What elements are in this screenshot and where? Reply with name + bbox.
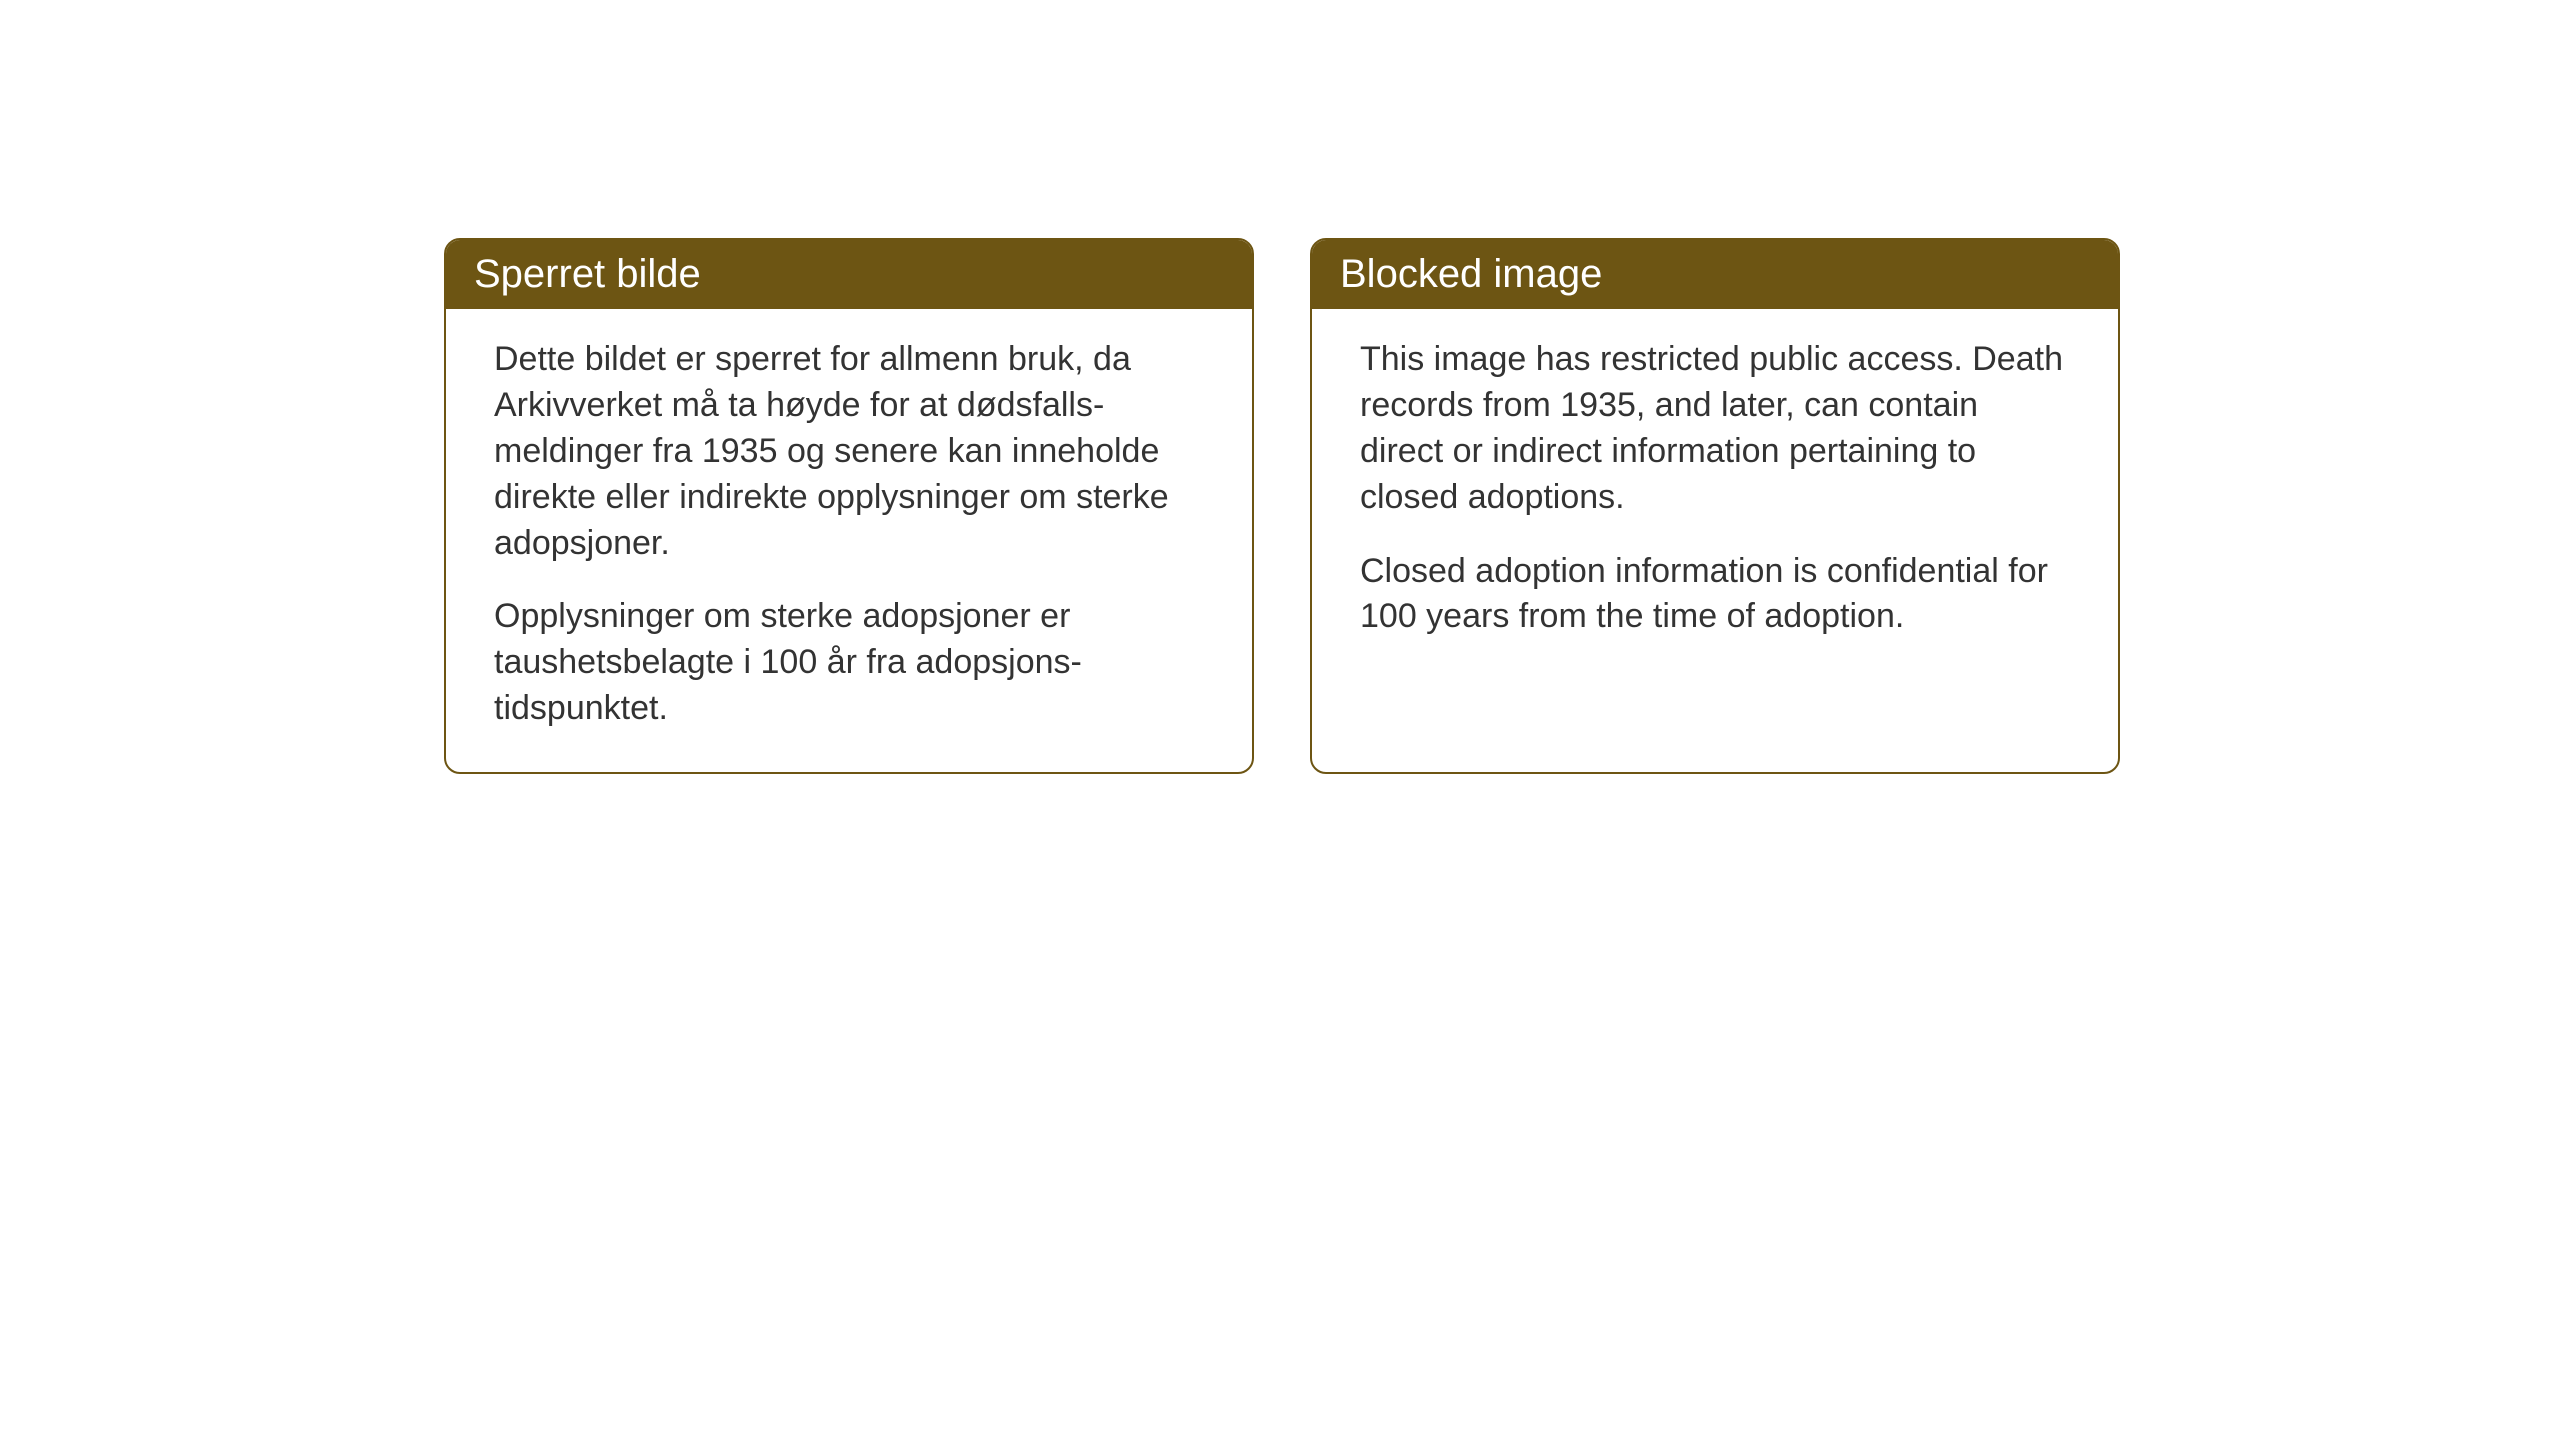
notice-paragraph-2-norwegian: Opplysninger om sterke adopsjoner er tau… <box>494 594 1204 732</box>
card-header-english: Blocked image <box>1312 240 2118 309</box>
notice-paragraph-1-english: This image has restricted public access.… <box>1360 337 2070 521</box>
card-body-norwegian: Dette bildet er sperret for allmenn bruk… <box>446 309 1252 772</box>
notice-paragraph-2-english: Closed adoption information is confident… <box>1360 549 2070 641</box>
notice-card-norwegian: Sperret bilde Dette bildet er sperret fo… <box>444 238 1254 774</box>
card-header-norwegian: Sperret bilde <box>446 240 1252 309</box>
card-body-english: This image has restricted public access.… <box>1312 309 2118 680</box>
notice-paragraph-1-norwegian: Dette bildet er sperret for allmenn bruk… <box>494 337 1204 566</box>
notice-card-english: Blocked image This image has restricted … <box>1310 238 2120 774</box>
notice-container: Sperret bilde Dette bildet er sperret fo… <box>0 0 2560 774</box>
